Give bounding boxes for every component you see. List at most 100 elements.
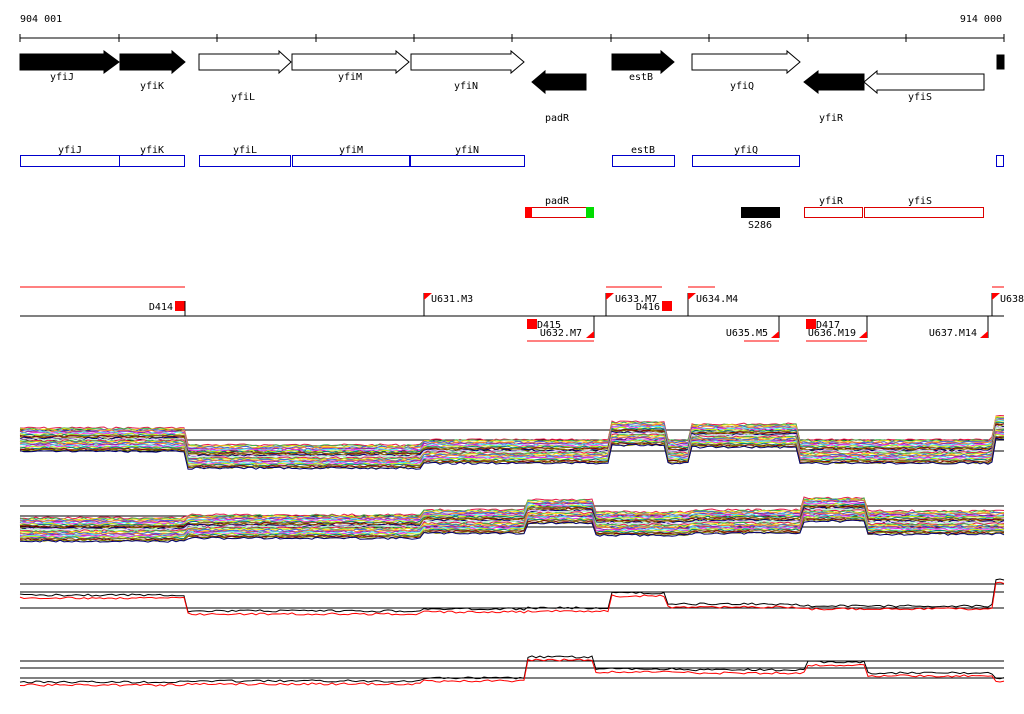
gene-arrow-yfil[interactable]: yfiL bbox=[198, 49, 292, 103]
red-box-yfir[interactable] bbox=[804, 207, 863, 218]
gene-arrow-yfim[interactable]: yfiM bbox=[291, 49, 410, 83]
gene-label: yfiM bbox=[338, 72, 362, 83]
gene-label: yfiQ bbox=[730, 81, 754, 92]
profile-line bbox=[19, 424, 1005, 457]
u634-flag[interactable] bbox=[688, 293, 696, 300]
gene-label: yfiJ bbox=[50, 72, 74, 83]
blue-box-yfij[interactable] bbox=[20, 155, 120, 167]
profile-line bbox=[19, 425, 1005, 458]
gene-label: padR bbox=[545, 113, 570, 124]
blue-box-label: yfiN bbox=[455, 145, 479, 156]
segment-track: D414 U631.M3 U633.M7 D416 U634.M4 U638 D… bbox=[20, 286, 1024, 342]
u638-flag[interactable] bbox=[992, 293, 1000, 300]
gene-arrow-yfik[interactable]: yfiK bbox=[119, 49, 186, 92]
red-box-yfis[interactable] bbox=[864, 207, 984, 218]
u632-flag[interactable] bbox=[586, 331, 594, 338]
blue-box-label: yfiM bbox=[339, 145, 363, 156]
profile-line bbox=[19, 416, 1005, 449]
red-box-padr[interactable] bbox=[525, 207, 594, 218]
blue-box-yfiq[interactable] bbox=[692, 155, 800, 167]
red-box-label: yfiS bbox=[908, 196, 932, 207]
ruler-start-label: 904 001 bbox=[20, 14, 62, 25]
annotation-track-blue bbox=[20, 155, 1004, 167]
profile-line bbox=[19, 655, 1005, 684]
d417-flag[interactable] bbox=[806, 319, 816, 329]
blue-box-label: yfiL bbox=[233, 145, 257, 156]
gene-label: yfiS bbox=[908, 92, 932, 103]
profile-line bbox=[19, 658, 1005, 687]
ruler-ticks bbox=[19, 34, 1005, 42]
gene-arrow-yfis[interactable]: yfiS bbox=[863, 69, 985, 103]
profile-line bbox=[19, 581, 1005, 616]
expression-profile-track-3 bbox=[19, 578, 1005, 616]
segment-label: U638 bbox=[1000, 294, 1024, 305]
profile-line bbox=[19, 433, 1005, 466]
segment-label: D417 bbox=[816, 320, 840, 331]
segment-label: D415 bbox=[537, 320, 561, 331]
u635-flag[interactable] bbox=[771, 331, 779, 338]
d415-flag[interactable] bbox=[527, 319, 537, 329]
d414-flag[interactable] bbox=[175, 301, 185, 311]
blue-box-label: yfiJ bbox=[58, 145, 82, 156]
red-box-label: yfiR bbox=[819, 196, 844, 207]
padr-start-marker bbox=[525, 207, 532, 218]
segment-label: U637.M14 bbox=[929, 328, 977, 339]
profile-line bbox=[20, 429, 1005, 462]
blue-box-yfik[interactable] bbox=[119, 155, 185, 167]
annotation-track-red: padR yfiR yfiS S286 bbox=[525, 196, 984, 231]
gene-arrow-partial[interactable] bbox=[996, 54, 1005, 70]
u633-flag[interactable] bbox=[606, 293, 614, 300]
profile-line bbox=[19, 515, 1005, 539]
gene-label: yfiR bbox=[819, 113, 844, 124]
expression-profile-track-2 bbox=[19, 496, 1005, 543]
u637-flag[interactable] bbox=[980, 331, 988, 338]
d416-flag[interactable] bbox=[662, 301, 672, 311]
segment-label: U632.M7 bbox=[540, 328, 582, 339]
gene-track: yfiJ yfiK yfiL yfiM yfiN padR estB yfiQ bbox=[19, 49, 1005, 124]
s286-label: S286 bbox=[748, 220, 772, 231]
gene-arrow-yfiq[interactable]: yfiQ bbox=[691, 49, 801, 92]
segment-label: U631.M3 bbox=[431, 294, 473, 305]
segment-label: U635.M5 bbox=[726, 328, 768, 339]
expression-profile-track-1 bbox=[19, 414, 1005, 470]
blue-box-partial[interactable] bbox=[996, 155, 1004, 167]
segment-label: D416 bbox=[636, 302, 660, 313]
u631-flag[interactable] bbox=[424, 293, 432, 300]
gene-label: yfiK bbox=[140, 81, 164, 92]
profile-line bbox=[19, 437, 1005, 470]
profile-line bbox=[19, 517, 1005, 541]
segment-label: D414 bbox=[149, 302, 173, 313]
blue-box-yfin[interactable] bbox=[410, 155, 525, 167]
blue-box-label: estB bbox=[631, 145, 655, 156]
profile-line bbox=[20, 497, 1005, 522]
blue-box-yfim[interactable] bbox=[292, 155, 410, 167]
annotation-track-blue-labels: yfiJ yfiK yfiL yfiM yfiN estB yfiQ bbox=[58, 145, 758, 156]
profile-line bbox=[19, 511, 1005, 535]
gene-label: yfiN bbox=[454, 81, 478, 92]
segment-label: U633.M7 bbox=[615, 294, 657, 305]
segment-label: U636.M19 bbox=[808, 328, 856, 339]
profile-line bbox=[19, 578, 1005, 613]
coordinate-ruler: 904 001 914 000 bbox=[19, 14, 1005, 42]
blue-box-estb[interactable] bbox=[612, 155, 675, 167]
segment-label: U634.M4 bbox=[696, 294, 738, 305]
s286-feature[interactable] bbox=[741, 207, 780, 218]
u636-flag[interactable] bbox=[859, 331, 867, 338]
profile-line bbox=[19, 519, 1005, 543]
profile-line bbox=[19, 418, 1005, 450]
expression-profile-track-4 bbox=[19, 655, 1005, 687]
gene-label: estB bbox=[629, 72, 653, 83]
profile-line bbox=[19, 502, 1005, 526]
blue-box-label: yfiQ bbox=[734, 145, 758, 156]
gene-arrow-yfin[interactable]: yfiN bbox=[410, 49, 525, 92]
gene-label: yfiL bbox=[231, 92, 255, 103]
gene-arrow-estb[interactable]: estB bbox=[611, 49, 675, 83]
gene-arrow-yfij[interactable]: yfiJ bbox=[19, 50, 120, 83]
padr-end-marker bbox=[586, 207, 594, 218]
profile-line bbox=[19, 496, 1005, 520]
gene-arrow-yfir[interactable]: yfiR bbox=[803, 69, 865, 124]
gene-arrow-padr[interactable]: padR bbox=[531, 69, 587, 124]
blue-box-yfil[interactable] bbox=[199, 155, 291, 167]
profile-line bbox=[19, 503, 1005, 527]
